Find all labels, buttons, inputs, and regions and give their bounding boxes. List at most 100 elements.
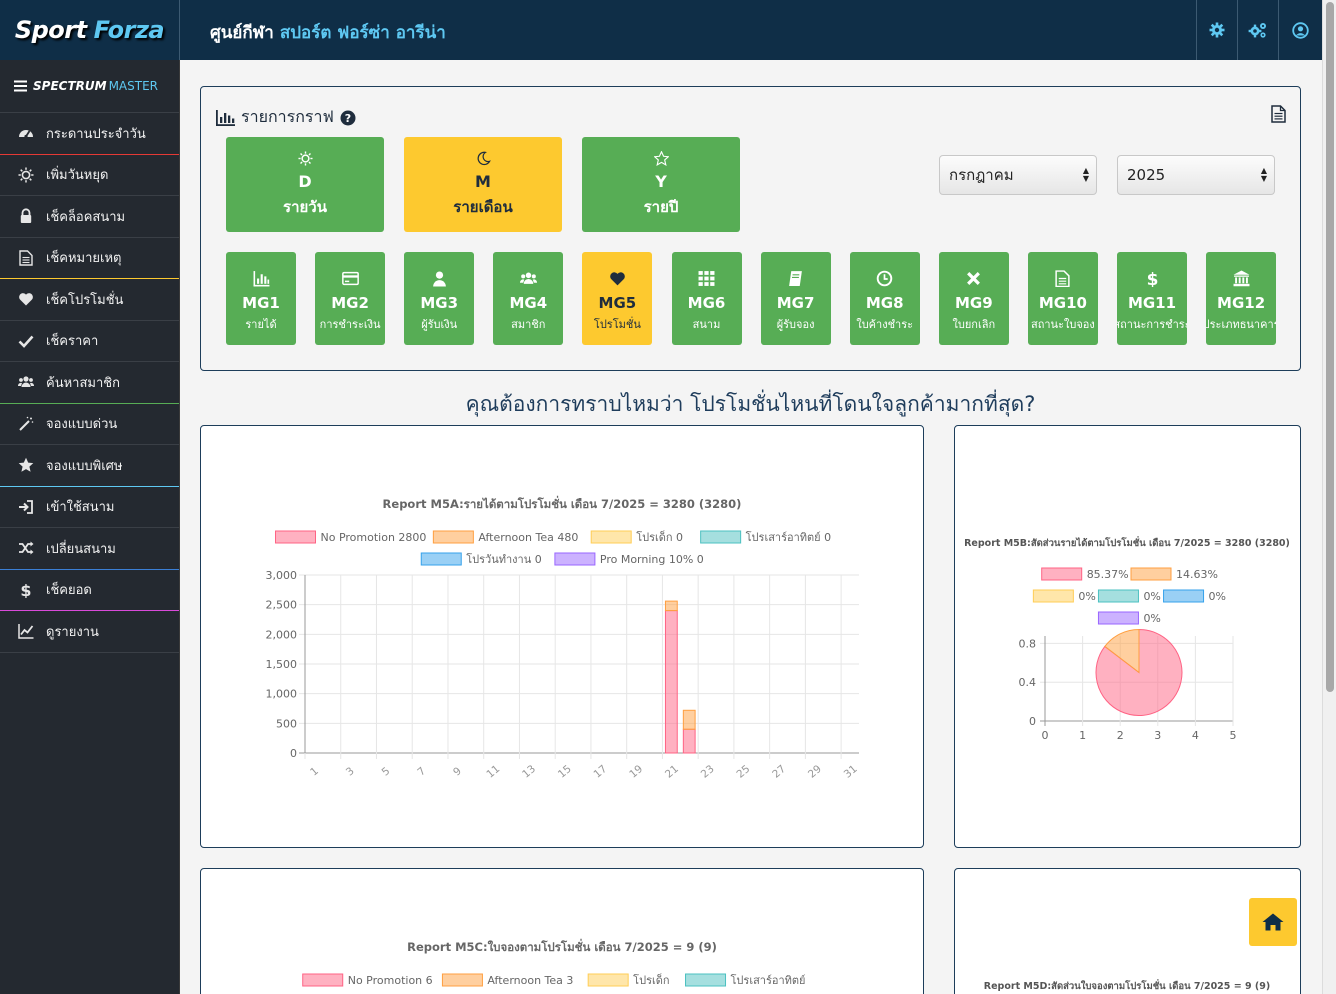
app-logo[interactable]: Sport Forza xyxy=(0,0,180,60)
panel-title-text: รายการกราฟ xyxy=(241,107,334,126)
sidebar-item[interactable]: จองแบบด่วน xyxy=(0,404,179,445)
dollar-icon: $ xyxy=(1146,270,1158,287)
sidebar-item[interactable]: เพิ่มวันหยุด xyxy=(0,155,179,196)
month-select[interactable]: กรกฎาคม ▲ ▼ xyxy=(939,155,1097,195)
advanced-settings-button[interactable] xyxy=(1237,0,1278,60)
dashboard-icon xyxy=(19,130,33,139)
x-tick-label: 2 xyxy=(1117,729,1124,742)
hamburger-icon xyxy=(14,80,27,92)
chart-title: Report M5C:ใบจองตามโปรโมชั่น เดือน 7/202… xyxy=(407,938,717,954)
bar-segment xyxy=(682,709,696,730)
report-button-mg6[interactable]: MG6 สนาม xyxy=(671,252,742,345)
question-circle-icon[interactable]: ? xyxy=(340,110,356,126)
heart-icon xyxy=(610,271,625,285)
svg-text:$: $ xyxy=(1146,270,1158,287)
legend-swatch xyxy=(275,530,316,544)
x-tick-label: 3 xyxy=(344,765,357,778)
report-label: สถานะการชำระ xyxy=(1117,318,1187,331)
sidebar-item[interactable]: ดูรายงาน xyxy=(0,611,179,653)
legend-label: โปรเสาร์อาทิตย์ xyxy=(731,973,806,987)
legend-label: 0% xyxy=(1209,590,1226,603)
settings-button[interactable] xyxy=(1196,0,1237,60)
report-label: ผู้รับจอง xyxy=(776,318,815,331)
report-icon xyxy=(519,269,537,287)
sidebar-item[interactable]: เปลี่ยนสนาม xyxy=(0,528,179,570)
report-icon: $ xyxy=(1144,269,1161,287)
users-icon xyxy=(18,376,34,388)
page-scrollbar[interactable] xyxy=(1322,0,1336,994)
svg-text:$: $ xyxy=(20,582,31,598)
legend-label: 0% xyxy=(1143,590,1160,603)
x-tick-label: 15 xyxy=(556,763,574,781)
report-icon xyxy=(431,269,448,287)
x-tick-label: 13 xyxy=(520,763,538,781)
user-profile-button[interactable] xyxy=(1278,0,1322,60)
report-button-mg9[interactable]: MG9 ใบยกเลิก xyxy=(938,252,1009,345)
report-label: โปรโมชั่น xyxy=(593,318,641,331)
report-button-mg7[interactable]: MG7 ผู้รับจอง xyxy=(760,252,831,345)
period-label: รายวัน xyxy=(283,197,327,216)
report-button-mg10[interactable]: MG10 สถานะใบจอง xyxy=(1027,252,1098,345)
chart-title: Report M5A:รายได้ตามโปรโมชั่น เดือน 7/20… xyxy=(383,495,742,511)
report-button-mg4[interactable]: MG4 สมาชิก xyxy=(493,252,564,345)
sidebar-item-label: เพิ่มวันหยุด xyxy=(46,168,109,184)
chart-m5d-svg: Report M5D:สัดส่วนใบจองตามโปรโมชั่น เดือ… xyxy=(984,978,1270,992)
legend-swatch xyxy=(1130,567,1172,581)
sidebar-item[interactable]: $ เช็คยอด xyxy=(0,570,179,611)
gears-icon xyxy=(1248,23,1266,38)
sidebar-item[interactable]: เช็คหมายเหตุ xyxy=(0,238,179,279)
period-label: รายเดือน xyxy=(453,197,513,216)
lock-icon xyxy=(20,208,32,224)
legend-label: Pro Morning 10% 0 xyxy=(600,553,704,566)
sidebar-item[interactable]: กระดานประจำวัน xyxy=(0,113,179,155)
x-tick-label: 31 xyxy=(842,763,860,781)
x-tick-label: 11 xyxy=(484,763,502,781)
legend-swatch xyxy=(685,973,727,987)
report-button-mg3[interactable]: MG3 ผู้รับเงิน xyxy=(404,252,475,345)
pie-slice xyxy=(1104,628,1140,674)
sidebar-item-label: จองแบบด่วน xyxy=(46,417,118,433)
export-document-button[interactable] xyxy=(1271,105,1286,127)
report-button-mg1[interactable]: MG1 รายได้ xyxy=(226,252,296,345)
y-tick-label: 0.4 xyxy=(1019,676,1037,689)
report-button-mg8[interactable]: MG8 ใบค้างชำระ xyxy=(849,252,920,345)
x-tick-label: 29 xyxy=(806,763,824,781)
legend-swatch xyxy=(420,552,462,566)
sidebar-item[interactable]: เช็คล็อคสนาม xyxy=(0,196,179,238)
dollar-icon: $ xyxy=(20,582,31,598)
sidebar-item[interactable]: เช็คโปรโมชั่น xyxy=(0,279,179,321)
report-button-mg5[interactable]: MG5 โปรโมชั่น xyxy=(582,252,653,345)
x-tick-label: 19 xyxy=(627,763,645,781)
report-code: MG12 xyxy=(1217,294,1266,312)
scrollbar-thumb[interactable] xyxy=(1326,2,1334,692)
legend-swatch xyxy=(554,552,596,566)
sidebar-item-icon xyxy=(18,250,38,266)
chart-title: Report M5B:สัดส่วนรายได้ตามโปรโมชั่น เดื… xyxy=(964,535,1290,549)
select-arrows-icon: ▲ ▼ xyxy=(1260,166,1267,183)
report-icon xyxy=(1233,269,1250,287)
sidebar-item[interactable]: จองแบบพิเศษ xyxy=(0,445,179,487)
sidebar-item[interactable]: ค้นหาสมาชิก xyxy=(0,362,179,404)
report-button-mg12[interactable]: MG12 ประเภทธนาคาร xyxy=(1206,252,1277,345)
report-label: การชำระเงิน xyxy=(319,318,381,331)
y-tick-label: 0 xyxy=(290,747,297,760)
period-button-m[interactable]: M รายเดือน xyxy=(404,137,562,232)
sidebar-menu-toggle[interactable]: SPECTRUM MASTER xyxy=(0,60,179,113)
legend-swatch xyxy=(1041,567,1083,581)
report-button-mg2[interactable]: MG2 การชำระเงิน xyxy=(315,252,386,345)
sidebar-item[interactable]: เข้าใช้สนาม xyxy=(0,487,179,528)
period-button-d[interactable]: D รายวัน xyxy=(226,137,384,232)
sidebar-item[interactable]: เช็คราคา xyxy=(0,321,179,362)
line-chart-icon xyxy=(18,624,34,639)
x-tick-label: 0 xyxy=(1042,729,1049,742)
sidebar-item-icon xyxy=(18,499,38,515)
bar-segment xyxy=(664,610,678,754)
sidebar-item-label: ดูรายงาน xyxy=(46,624,99,640)
legend-swatch xyxy=(1097,611,1139,625)
home-button[interactable] xyxy=(1249,898,1297,946)
period-label: รายปี xyxy=(643,197,679,216)
report-button-mg11[interactable]: $ MG11 สถานะการชำระ xyxy=(1117,252,1187,345)
year-select[interactable]: 2025 ▲ ▼ xyxy=(1117,155,1275,195)
period-button-y[interactable]: Y รายปี xyxy=(582,137,740,232)
sidebar-item-icon xyxy=(18,623,38,639)
